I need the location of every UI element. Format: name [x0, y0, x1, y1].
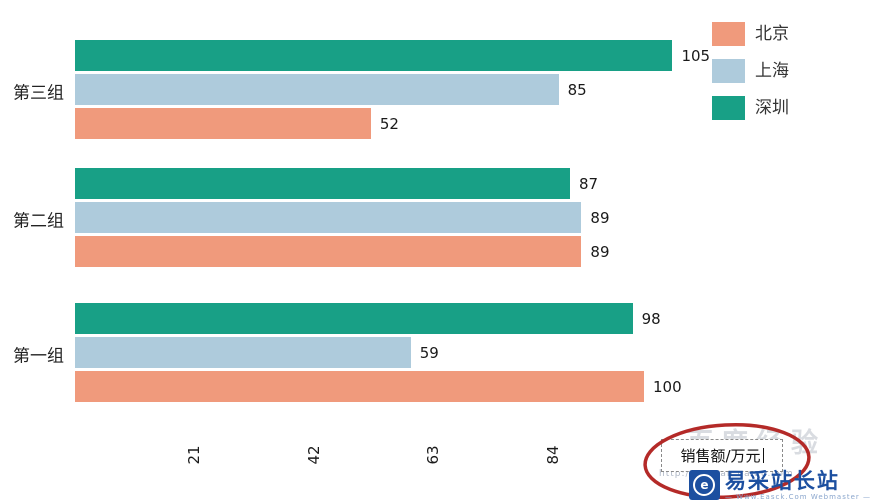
- category-label-group1: 第一组: [13, 346, 64, 367]
- bar-value-label: 89: [590, 242, 610, 261]
- easck-watermark: e 易采站长站 — Www.Easck.Com Webmaster —: [688, 469, 871, 501]
- bar-value-label: 100: [653, 377, 682, 396]
- easck-watermark-subtitle: — Www.Easck.Com Webmaster —: [724, 493, 871, 501]
- bar-beijing-group1[interactable]: 100: [75, 371, 682, 402]
- axis-title-textbox[interactable]: 销售额/万元: [661, 439, 783, 472]
- bar-value-label: 98: [641, 309, 661, 328]
- bar-shanghai-group1[interactable]: 59: [75, 337, 439, 368]
- bar-group-2: 第二组 87 89 89: [13, 168, 610, 270]
- bar-value-label: 59: [419, 343, 439, 362]
- bar-shenzhen-group3[interactable]: 105: [75, 40, 710, 71]
- bar-value-label: 89: [590, 208, 610, 227]
- axis-title-text: 销售额/万元: [680, 447, 761, 465]
- legend-swatch-beijing: [712, 22, 745, 46]
- bar-value-label: 87: [579, 174, 599, 193]
- bar-beijing-group2[interactable]: 89: [75, 236, 610, 267]
- easck-logo-icon: e: [688, 470, 720, 500]
- bar-value-label: 105: [681, 46, 711, 65]
- bar-shanghai-group3[interactable]: 85: [75, 74, 587, 105]
- bar-group-1: 第一组 98 59 100: [13, 303, 682, 405]
- category-label-group3: 第三组: [13, 83, 64, 104]
- bar-group-3: 第三组 105 85 52: [13, 40, 710, 142]
- legend-label-beijing: 北京: [755, 24, 789, 44]
- x-tick-42: 42: [304, 445, 323, 465]
- x-tick-84: 84: [543, 445, 562, 465]
- bar-shenzhen-group1[interactable]: 98: [75, 303, 661, 334]
- legend-swatch-shenzhen: [712, 96, 745, 120]
- x-tick-63: 63: [424, 445, 443, 465]
- x-tick-21: 21: [185, 445, 204, 465]
- legend: 北京 上海 深圳: [712, 22, 789, 133]
- legend-label-shanghai: 上海: [755, 61, 789, 81]
- legend-item-beijing[interactable]: 北京: [712, 22, 789, 46]
- bar-shanghai-group2[interactable]: 89: [75, 202, 610, 233]
- legend-swatch-shanghai: [712, 59, 745, 83]
- text-cursor: [762, 448, 764, 463]
- category-label-group2: 第二组: [13, 211, 64, 232]
- bar-value-label: 85: [567, 80, 587, 99]
- legend-label-shenzhen: 深圳: [755, 98, 789, 118]
- bar-shenzhen-group2[interactable]: 87: [75, 168, 598, 199]
- easck-watermark-name: 易采站长站: [724, 469, 840, 493]
- legend-item-shenzhen[interactable]: 深圳: [712, 96, 789, 120]
- bar-value-label: 52: [379, 114, 399, 133]
- legend-item-shanghai[interactable]: 上海: [712, 59, 789, 83]
- bar-beijing-group3[interactable]: 52: [75, 108, 399, 139]
